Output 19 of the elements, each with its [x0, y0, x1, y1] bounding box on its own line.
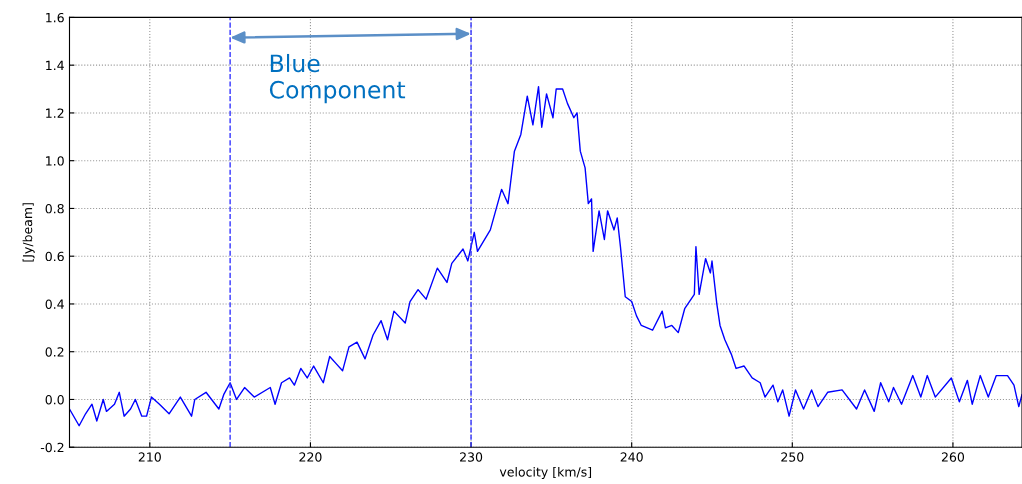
y-tick-label: 0.2 [45, 347, 64, 357]
y-axis-title: [Jy/beam] [22, 203, 35, 262]
y-tick-label: -0.2 [40, 442, 64, 453]
y-tick-label: 0.6 [45, 251, 64, 262]
y-tick-label: 0.4 [45, 299, 64, 309]
y-tick-label: 0.8 [45, 203, 64, 214]
y-tick-label: 1.6 [46, 12, 64, 23]
x-tick-label: 240 [620, 452, 643, 462]
x-axis-title: velocity [km/s] [499, 466, 592, 480]
x-tick-label: 250 [781, 452, 804, 462]
x-tick-label: 260 [941, 452, 965, 462]
x-tick-label: 230 [460, 452, 483, 462]
y-tick-label: 1.2 [46, 108, 64, 118]
y-tick-label: 1.4 [46, 60, 64, 70]
y-tick-label: 0.0 [45, 394, 64, 405]
annotation: Blue Component [269, 53, 406, 104]
y-tick-label: 1.0 [46, 156, 64, 166]
x-tick-label: 210 [138, 452, 161, 462]
x-tick-label: 220 [299, 452, 322, 462]
